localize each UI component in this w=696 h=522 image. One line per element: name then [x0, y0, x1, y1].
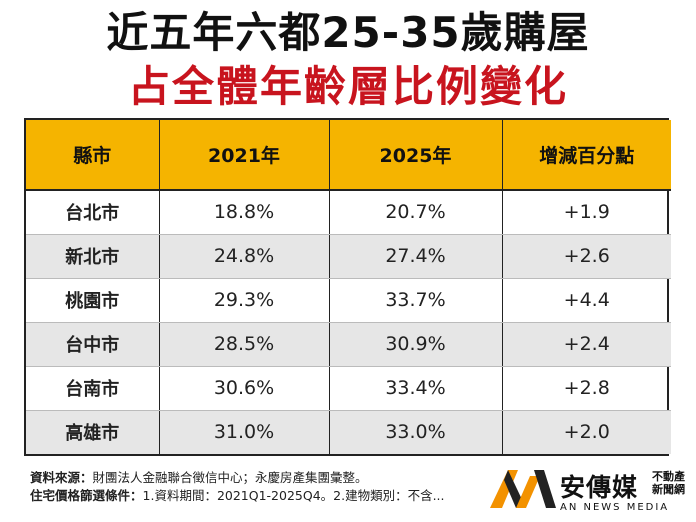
cell-change: +2.8 [502, 366, 671, 411]
logo-name: 安傳媒 [560, 473, 639, 502]
table-row: 桃園市 29.3% 33.7% +4.4 [26, 278, 671, 323]
header-city: 縣市 [26, 120, 160, 191]
cell-change: +2.0 [502, 410, 671, 454]
cell-2025: 30.9% [329, 322, 503, 367]
table-header-row: 縣市 2021年 2025年 增減百分點 [26, 120, 671, 191]
cell-2021: 30.6% [159, 366, 330, 411]
source-text: 財團法人金融聯合徵信中心；永慶房產集團彙整。 [92, 470, 368, 485]
source-label: 資料來源： [30, 470, 93, 485]
cell-2025: 33.7% [329, 278, 503, 323]
cell-2025: 27.4% [329, 234, 503, 279]
cell-city: 桃園市 [26, 278, 160, 323]
cell-2021: 18.8% [159, 190, 330, 235]
table-row: 台北市 18.8% 20.7% +1.9 [26, 190, 671, 235]
table-row: 高雄市 31.0% 33.0% +2.0 [26, 410, 671, 454]
logo-mark-icon [490, 470, 556, 508]
cell-2021: 28.5% [159, 322, 330, 367]
table-row: 台南市 30.6% 33.4% +2.8 [26, 366, 671, 411]
header-2021: 2021年 [159, 120, 330, 191]
cell-city: 高雄市 [26, 410, 160, 454]
data-table: 縣市 2021年 2025年 增減百分點 台北市 18.8% 20.7% +1.… [24, 118, 671, 456]
page-title-line2: 占全體年齡層比例變化 [127, 62, 568, 111]
cell-change: +2.6 [502, 234, 671, 279]
brand-logo: 安傳媒 不動產新聞網 AN NEWS MEDIA [488, 462, 693, 520]
source-note: 資料來源：財團法人金融聯合徵信中心；永慶房產集團彙整。 [30, 469, 368, 486]
cell-2025: 20.7% [329, 190, 503, 235]
cell-city: 台北市 [26, 190, 160, 235]
logo-subtitle: 不動產新聞網 [652, 470, 685, 496]
table-row: 新北市 24.8% 27.4% +2.6 [26, 234, 671, 279]
cell-2025: 33.0% [329, 410, 503, 454]
cell-change: +4.4 [502, 278, 671, 323]
cell-city: 新北市 [26, 234, 160, 279]
cell-change: +1.9 [502, 190, 671, 235]
cell-change: +2.4 [502, 322, 671, 367]
criteria-note: 住宅價格篩選條件：1.資料期間：2021Q1-2025Q4。2.建物類別：不含.… [30, 487, 445, 504]
header-2025: 2025年 [329, 120, 503, 191]
cell-2021: 31.0% [159, 410, 330, 454]
criteria-label: 住宅價格篩選條件： [30, 488, 143, 503]
cell-city: 台南市 [26, 366, 160, 411]
table-row: 台中市 28.5% 30.9% +2.4 [26, 322, 671, 367]
page-title-line1: 近五年六都25-35歲購屋 [106, 8, 590, 57]
cell-2021: 29.3% [159, 278, 330, 323]
cell-2021: 24.8% [159, 234, 330, 279]
header-change: 增減百分點 [502, 120, 671, 191]
criteria-text: 1.資料期間：2021Q1-2025Q4。2.建物類別：不含... [142, 488, 445, 503]
logo-english: AN NEWS MEDIA [560, 502, 670, 513]
cell-city: 台中市 [26, 322, 160, 367]
cell-2025: 33.4% [329, 366, 503, 411]
